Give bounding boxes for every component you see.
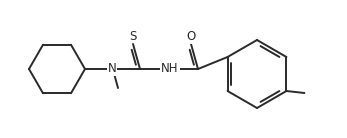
Text: O: O <box>186 30 196 43</box>
Text: NH: NH <box>161 63 179 75</box>
Text: S: S <box>129 30 137 43</box>
Text: N: N <box>108 63 116 75</box>
